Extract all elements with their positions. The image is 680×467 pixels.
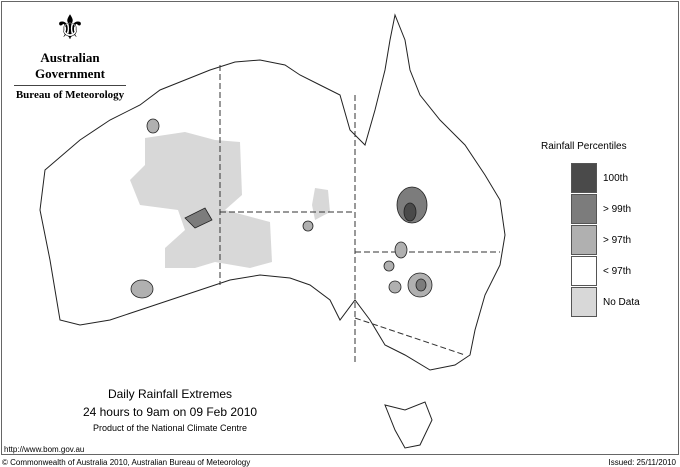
map-title: Daily Rainfall Extremes [107,387,233,401]
map-period: 24 hours to 9am on 09 Feb 2010 [82,405,258,419]
logo-government: Australian Government [34,50,106,81]
tasmania [384,401,433,449]
legend-label: No Data [603,297,640,308]
legend-swatch-gt97 [571,225,597,255]
no-data-area-nt [312,188,330,220]
australia-mainland [39,13,506,371]
area-gt99 [184,207,213,229]
issued-date: Issued: 25/11/2010 [608,458,676,467]
copyright: © Commonwealth of Australia 2010, Austra… [2,458,251,467]
area-gt97 [388,280,402,294]
area-gt97 [302,220,314,232]
state-borders [219,65,500,365]
legend-swatch-no-data [571,287,597,317]
bom-logo: ⚜ Australian Government Bureau of Meteor… [8,8,132,101]
rainfall-areas [130,118,433,299]
legend-swatch-gt99 [571,194,597,224]
area-gt99 [415,278,427,292]
no-data-area-wa [130,132,272,268]
logo-bureau: Bureau of Meteorology [14,85,126,101]
legend-title: Rainfall Percentiles [541,141,627,152]
area-100th [403,202,417,222]
website-link[interactable]: http://www.bom.gov.au [4,445,85,454]
legend-label: < 97th [603,266,632,277]
legend-label: > 99th [603,204,632,215]
legend-swatch-100th [571,163,597,193]
area-gt97 [394,241,408,259]
area-gt97 [383,260,395,272]
coat-of-arms-icon: ⚜ [54,9,86,47]
map-frame [1,1,679,455]
map-product: Product of the National Climate Centre [92,423,248,433]
legend-label: > 97th [603,235,632,246]
legend-swatch-lt97 [571,256,597,286]
area-gt97 [130,279,154,299]
legend-label: 100th [603,173,629,184]
area-gt97 [146,118,160,134]
no-data-areas [130,132,330,268]
